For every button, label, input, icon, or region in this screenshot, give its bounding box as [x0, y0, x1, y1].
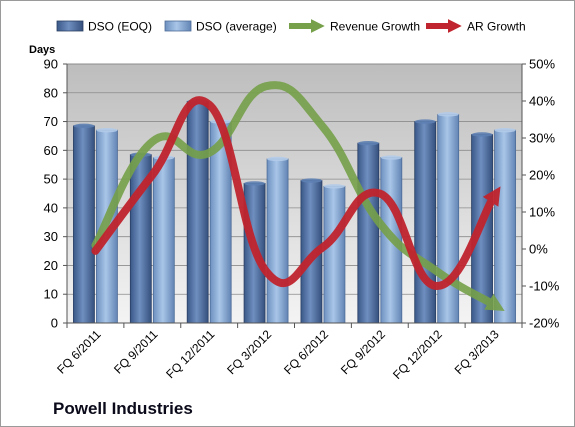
y-axis-label: Days [29, 44, 55, 56]
bar-top-cap [437, 112, 459, 117]
legend-swatch [164, 20, 192, 32]
legend: DSO (EOQ) DSO (average) Revenue Growth AR G… [56, 19, 526, 34]
y-tick-label: 30 [44, 229, 58, 244]
x-tick-label: FQ 3/2012 [224, 327, 274, 377]
y-tick-label: 90 [44, 57, 58, 72]
y-tick-label: 80 [44, 85, 58, 100]
y-tick-label: 70 [44, 114, 58, 129]
line-layer [91, 81, 505, 312]
x-tick-label: FQ 12/2012 [390, 327, 445, 382]
bar-dso-eoq [414, 121, 437, 324]
legend-label: DSO (EOQ) [88, 20, 152, 34]
y-tick-label: 10 [44, 287, 58, 302]
y2-tick-label: 30% [529, 131, 555, 146]
line-ar-growth [91, 96, 501, 291]
y2-tick-label: 10% [529, 205, 555, 220]
bar-top-cap [300, 178, 322, 183]
bar-top-cap [244, 181, 266, 186]
y-tick-label: 60 [44, 143, 58, 158]
chart-title: Powell Industries [53, 399, 193, 418]
x-tick-label: FQ 9/2011 [111, 327, 161, 377]
legend-label: AR Growth [467, 20, 526, 34]
bar-dso-average [494, 129, 516, 324]
bar-dso-eoq [73, 125, 95, 324]
bar-top-cap [323, 184, 345, 189]
y2-tick-label: 0% [529, 242, 548, 257]
bar-top-cap [267, 156, 289, 162]
bar-top-cap [414, 119, 436, 124]
y2-tick-label: 40% [529, 94, 555, 109]
x-tick-label: FQ 12/2011 [163, 327, 217, 381]
x-tick-label: FQ 6/2012 [281, 327, 331, 377]
bar-top-cap [96, 127, 118, 133]
bar-top-cap [380, 155, 402, 160]
y-tick-label: 50 [44, 172, 58, 187]
bar-dso-average [266, 158, 289, 324]
bar-top-cap [357, 140, 379, 146]
x-tick-label: FQ 9/2012 [338, 327, 388, 377]
bar-dso-average [323, 185, 346, 324]
legend-swatch [56, 20, 84, 32]
bar-dso-average [437, 113, 460, 324]
y2-tick-label: 50% [529, 57, 555, 72]
legend-label: DSO (average) [196, 20, 277, 34]
y2-tick-label: -10% [529, 279, 560, 294]
y-tick-label: 20 [44, 258, 58, 273]
bar-dso-eoq [357, 142, 380, 324]
bar-dso-eoq [186, 101, 209, 324]
y2-tick-label: -20% [529, 316, 560, 331]
bar-top-cap [471, 132, 493, 137]
legend-label: Revenue Growth [330, 20, 420, 34]
y-tick-label: 40 [44, 200, 58, 215]
x-tick-label: FQ 6/2011 [54, 327, 104, 377]
bar-dso-average [152, 157, 175, 324]
x-tick-label: FQ 3/2013 [452, 327, 502, 377]
line-revenue-growth [91, 81, 505, 312]
y-tick-label: 0 [51, 316, 58, 331]
bar-top-cap [73, 123, 95, 129]
bar-top-cap [494, 127, 516, 133]
y2-tick-label: 20% [529, 168, 555, 183]
